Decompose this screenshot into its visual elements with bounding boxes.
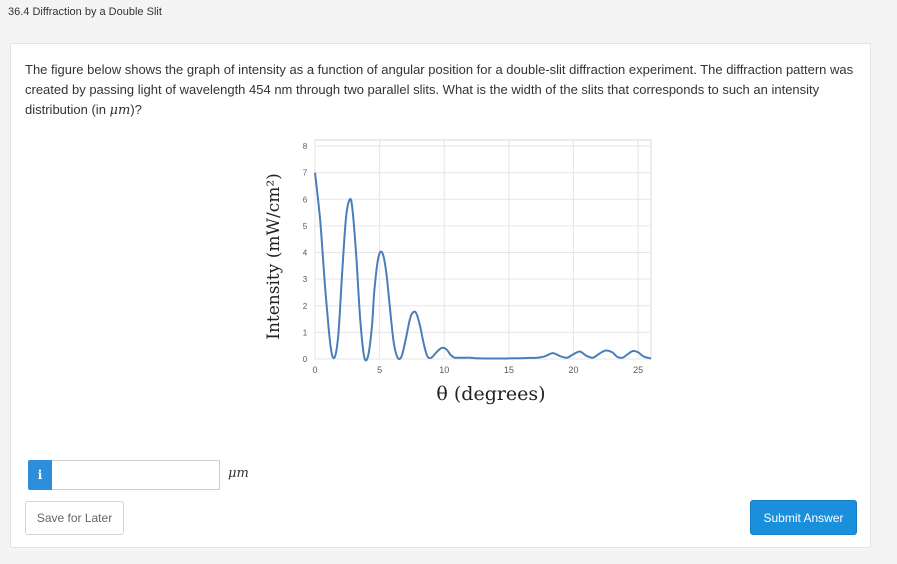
page-title: 36.4 Diffraction by a Double Slit bbox=[8, 6, 162, 18]
x-tick-label: 20 bbox=[568, 365, 578, 375]
question-unit: μm bbox=[109, 103, 131, 118]
answer-row: i μm bbox=[28, 460, 288, 490]
y-tick-label: 7 bbox=[303, 169, 308, 178]
x-tick-label: 0 bbox=[312, 365, 317, 375]
x-axis-label: θ (degrees) bbox=[436, 383, 545, 405]
x-tick-label: 25 bbox=[633, 365, 643, 375]
y-tick-label: 8 bbox=[303, 142, 308, 151]
y-tick-label: 6 bbox=[303, 195, 308, 204]
submit-answer-button[interactable]: Submit Answer bbox=[750, 500, 857, 535]
answer-input[interactable] bbox=[52, 460, 220, 490]
y-tick-label: 3 bbox=[303, 275, 308, 284]
save-for-later-button[interactable]: Save for Later bbox=[25, 501, 124, 535]
question-body: The figure below shows the graph of inte… bbox=[25, 62, 854, 117]
x-tick-label: 5 bbox=[377, 365, 382, 375]
question-text: The figure below shows the graph of inte… bbox=[25, 60, 865, 121]
x-tick-label: 15 bbox=[504, 365, 514, 375]
question-end: )? bbox=[130, 102, 142, 117]
y-tick-label: 2 bbox=[303, 302, 308, 311]
question-card: The figure below shows the graph of inte… bbox=[10, 43, 871, 548]
intensity-chart: 0 1 2 3 4 5 6 7 8 0 5 10 15 20 25 θ (degrees) Intensity … bbox=[251, 138, 661, 408]
y-tick-label: 4 bbox=[303, 249, 308, 258]
y-axis-label: Intensity (mW/cm²) bbox=[264, 173, 284, 340]
y-tick-label: 0 bbox=[303, 355, 308, 364]
y-tick-label: 5 bbox=[303, 222, 308, 231]
info-icon[interactable]: i bbox=[28, 460, 52, 490]
intensity-series-line bbox=[314, 172, 652, 362]
y-tick-label: 1 bbox=[303, 328, 308, 337]
answer-unit: μm bbox=[228, 466, 249, 481]
x-tick-label: 10 bbox=[439, 365, 449, 375]
chart-svg: 0 1 2 3 4 5 6 7 8 0 5 10 15 20 25 θ (degrees) Intensity … bbox=[264, 139, 652, 405]
